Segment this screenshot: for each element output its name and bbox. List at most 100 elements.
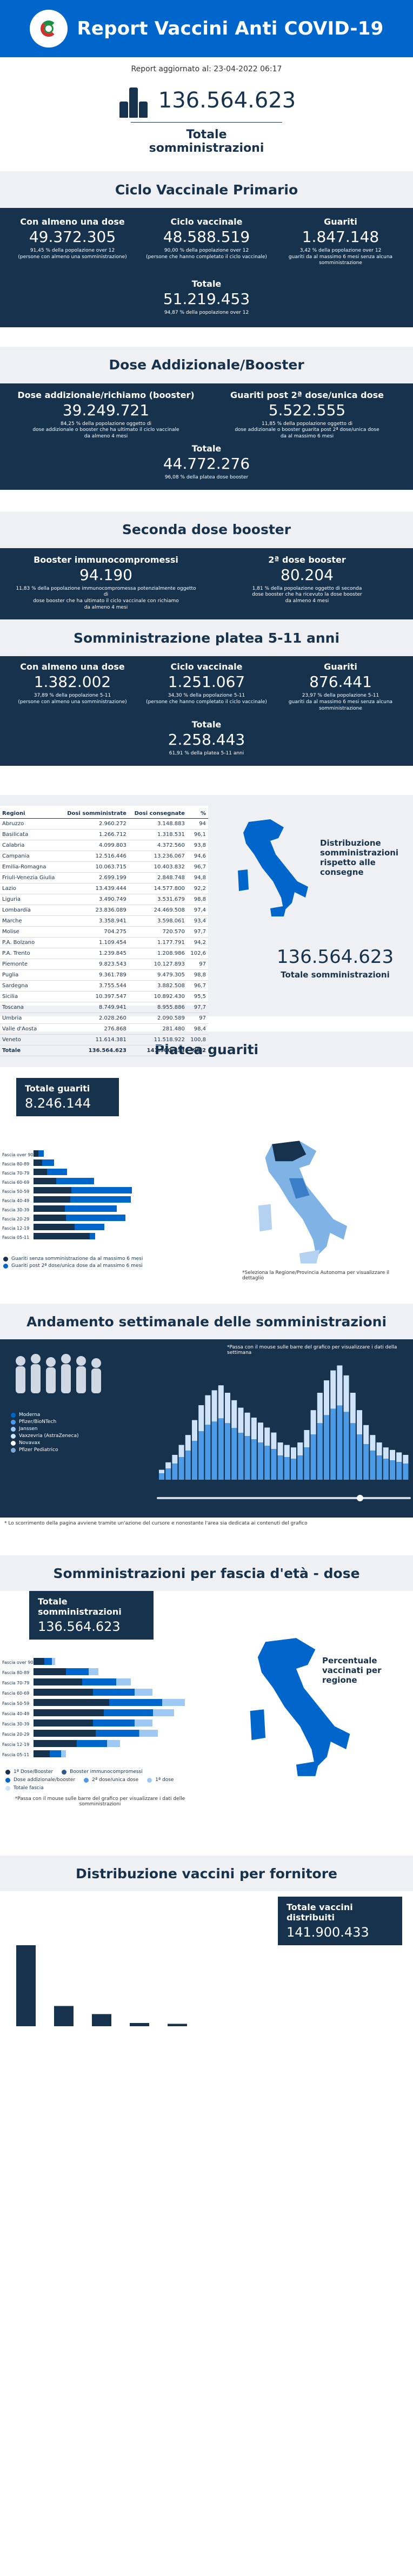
weekly-bar-top[interactable] <box>205 1395 211 1425</box>
weekly-bar[interactable] <box>192 1441 197 1480</box>
fornitore-bar[interactable] <box>130 2023 149 2026</box>
weekly-bar-top[interactable] <box>258 1422 263 1443</box>
eta-bar-dark[interactable] <box>34 1699 109 1706</box>
weekly-bar[interactable] <box>284 1457 290 1480</box>
weekly-bar[interactable] <box>396 1462 402 1480</box>
weekly-bar[interactable] <box>277 1455 283 1480</box>
weekly-bar[interactable] <box>403 1464 409 1480</box>
weekly-bar[interactable] <box>165 1468 171 1480</box>
table-row[interactable]: Piemonte 9.823.543 10.127.893 97 <box>0 959 208 970</box>
guariti-bar-a[interactable] <box>34 1215 66 1221</box>
fornitore-chart[interactable] <box>0 1945 281 2032</box>
weekly-bar-top[interactable] <box>238 1407 244 1433</box>
weekly-bar-top[interactable] <box>291 1447 296 1459</box>
eta-bar-dark[interactable] <box>34 1678 82 1685</box>
guariti-bar-b[interactable] <box>71 1187 132 1193</box>
weekly-scrollbar[interactable] <box>157 1495 411 1501</box>
weekly-bar[interactable] <box>251 1439 257 1480</box>
weekly-bar[interactable] <box>244 1436 250 1480</box>
weekly-bar-top[interactable] <box>396 1452 402 1462</box>
weekly-bar[interactable] <box>211 1421 217 1480</box>
eta-bar-light[interactable] <box>89 1668 98 1675</box>
guariti-bar-b[interactable] <box>56 1178 94 1184</box>
guariti-bar-a[interactable] <box>34 1196 70 1203</box>
weekly-bar[interactable] <box>258 1442 263 1480</box>
guariti-bar-a[interactable] <box>34 1178 56 1184</box>
weekly-bar[interactable] <box>330 1408 336 1480</box>
guariti-bar-a[interactable] <box>34 1224 75 1230</box>
guariti-bar-a[interactable] <box>34 1187 71 1193</box>
guariti-bar-b[interactable] <box>42 1159 54 1166</box>
guariti-bar-b[interactable] <box>47 1169 67 1175</box>
weekly-bar-top[interactable] <box>264 1427 270 1446</box>
weekly-bar-top[interactable] <box>271 1432 277 1449</box>
eta-bar-light[interactable] <box>107 1740 120 1747</box>
eta-bar-light[interactable] <box>135 1719 152 1727</box>
weekly-bar-top[interactable] <box>330 1370 336 1409</box>
weekly-bar-top[interactable] <box>284 1445 290 1458</box>
col-percent[interactable]: % <box>186 809 208 819</box>
guariti-bar-b[interactable] <box>65 1205 117 1212</box>
regions-table-wrapper[interactable]: Regioni Dosi somministrate Dosi consegna… <box>0 806 208 1056</box>
weekly-bar[interactable] <box>350 1423 356 1480</box>
table-row[interactable]: Campania 12.516.446 13.236.067 94,6 <box>0 851 208 862</box>
eta-bar-light[interactable] <box>61 1750 66 1757</box>
weekly-bar-top[interactable] <box>337 1365 343 1406</box>
guariti-chart[interactable]: Fascia over 90 Fascia 80-89 Fascia 70-79 Fa… <box>0 1148 211 1251</box>
weekly-bar-top[interactable] <box>225 1393 230 1424</box>
weekly-bar[interactable] <box>238 1433 244 1480</box>
weekly-bar-top[interactable] <box>350 1393 356 1424</box>
table-row[interactable]: Friuli-Venezia Giulia 2.699.199 2.848.748 9… <box>0 872 208 884</box>
weekly-bar-top[interactable] <box>403 1455 409 1464</box>
eta-bar-dark[interactable] <box>34 1668 66 1675</box>
weekly-bar[interactable] <box>317 1423 323 1480</box>
table-row[interactable]: Abruzzo 2.960.272 3.148.883 94 <box>0 818 208 830</box>
guariti-bar-a[interactable] <box>34 1233 90 1239</box>
fornitore-bar[interactable] <box>16 1945 36 2026</box>
table-row[interactable]: Valle d'Aosta 276.868 281.480 98,4 <box>0 1023 208 1035</box>
guariti-bar-b[interactable] <box>38 1150 44 1157</box>
eta-bar-light[interactable] <box>52 1658 55 1665</box>
eta-chart[interactable]: Fascia over 90 Fascia 80-89 Fascia 70-79 Fa… <box>0 1656 211 1764</box>
col-regioni[interactable]: Regioni <box>0 809 61 819</box>
weekly-bar[interactable] <box>343 1412 349 1480</box>
weekly-chart[interactable] <box>157 1356 411 1485</box>
weekly-bar[interactable] <box>324 1415 329 1480</box>
weekly-bar-top[interactable] <box>343 1375 349 1412</box>
table-row[interactable]: Toscana 8.749.941 8.955.886 97,7 <box>0 1002 208 1013</box>
fornitore-bar[interactable] <box>54 2006 74 2027</box>
eta-bar-mid[interactable] <box>50 1750 61 1757</box>
eta-bar-dark[interactable] <box>34 1740 77 1747</box>
eta-bar-dark[interactable] <box>34 1719 93 1727</box>
weekly-bar[interactable] <box>337 1405 343 1480</box>
weekly-bar[interactable] <box>363 1444 369 1480</box>
weekly-bar-top[interactable] <box>376 1442 382 1456</box>
eta-bar-mid[interactable] <box>66 1668 89 1675</box>
eta-bar-mid[interactable] <box>77 1740 107 1747</box>
weekly-bar-top[interactable] <box>159 1469 164 1474</box>
weekly-bar[interactable] <box>159 1473 164 1480</box>
weekly-bar-top[interactable] <box>277 1442 283 1456</box>
eta-bar-mid[interactable] <box>44 1658 52 1665</box>
weekly-bar[interactable] <box>178 1457 184 1480</box>
eta-bar-dark[interactable] <box>34 1709 104 1716</box>
weekly-bar-top[interactable] <box>198 1405 204 1432</box>
table-row[interactable]: Lombardia 23.836.089 24.469.508 97,4 <box>0 905 208 916</box>
col-dosi-somministrate[interactable]: Dosi somministrate <box>61 809 129 819</box>
table-row[interactable]: Lazio 13.439.444 14.577.800 92,2 <box>0 883 208 894</box>
italy-map-percentuale[interactable] <box>238 1634 362 1780</box>
weekly-bar-top[interactable] <box>178 1445 184 1458</box>
table-row[interactable]: Calabria 4.099.803 4.372.560 93,8 <box>0 840 208 851</box>
weekly-bar[interactable] <box>198 1431 204 1480</box>
weekly-bar[interactable] <box>297 1455 303 1480</box>
guariti-bar-a[interactable] <box>34 1169 47 1175</box>
weekly-bar[interactable] <box>271 1449 277 1480</box>
eta-bar-light[interactable] <box>153 1709 174 1716</box>
table-row[interactable]: P.A. Bolzano 1.109.454 1.177.791 94,2 <box>0 937 208 948</box>
table-row[interactable]: Marche 3.358.941 3.598.061 93,4 <box>0 915 208 927</box>
weekly-bar[interactable] <box>172 1464 178 1480</box>
eta-bar-mid[interactable] <box>96 1730 139 1737</box>
table-row[interactable]: Umbria 2.028.260 2.090.589 97 <box>0 1013 208 1024</box>
weekly-bar-top[interactable] <box>218 1385 224 1419</box>
table-row[interactable]: Molise 704.275 720.570 97,7 <box>0 926 208 938</box>
